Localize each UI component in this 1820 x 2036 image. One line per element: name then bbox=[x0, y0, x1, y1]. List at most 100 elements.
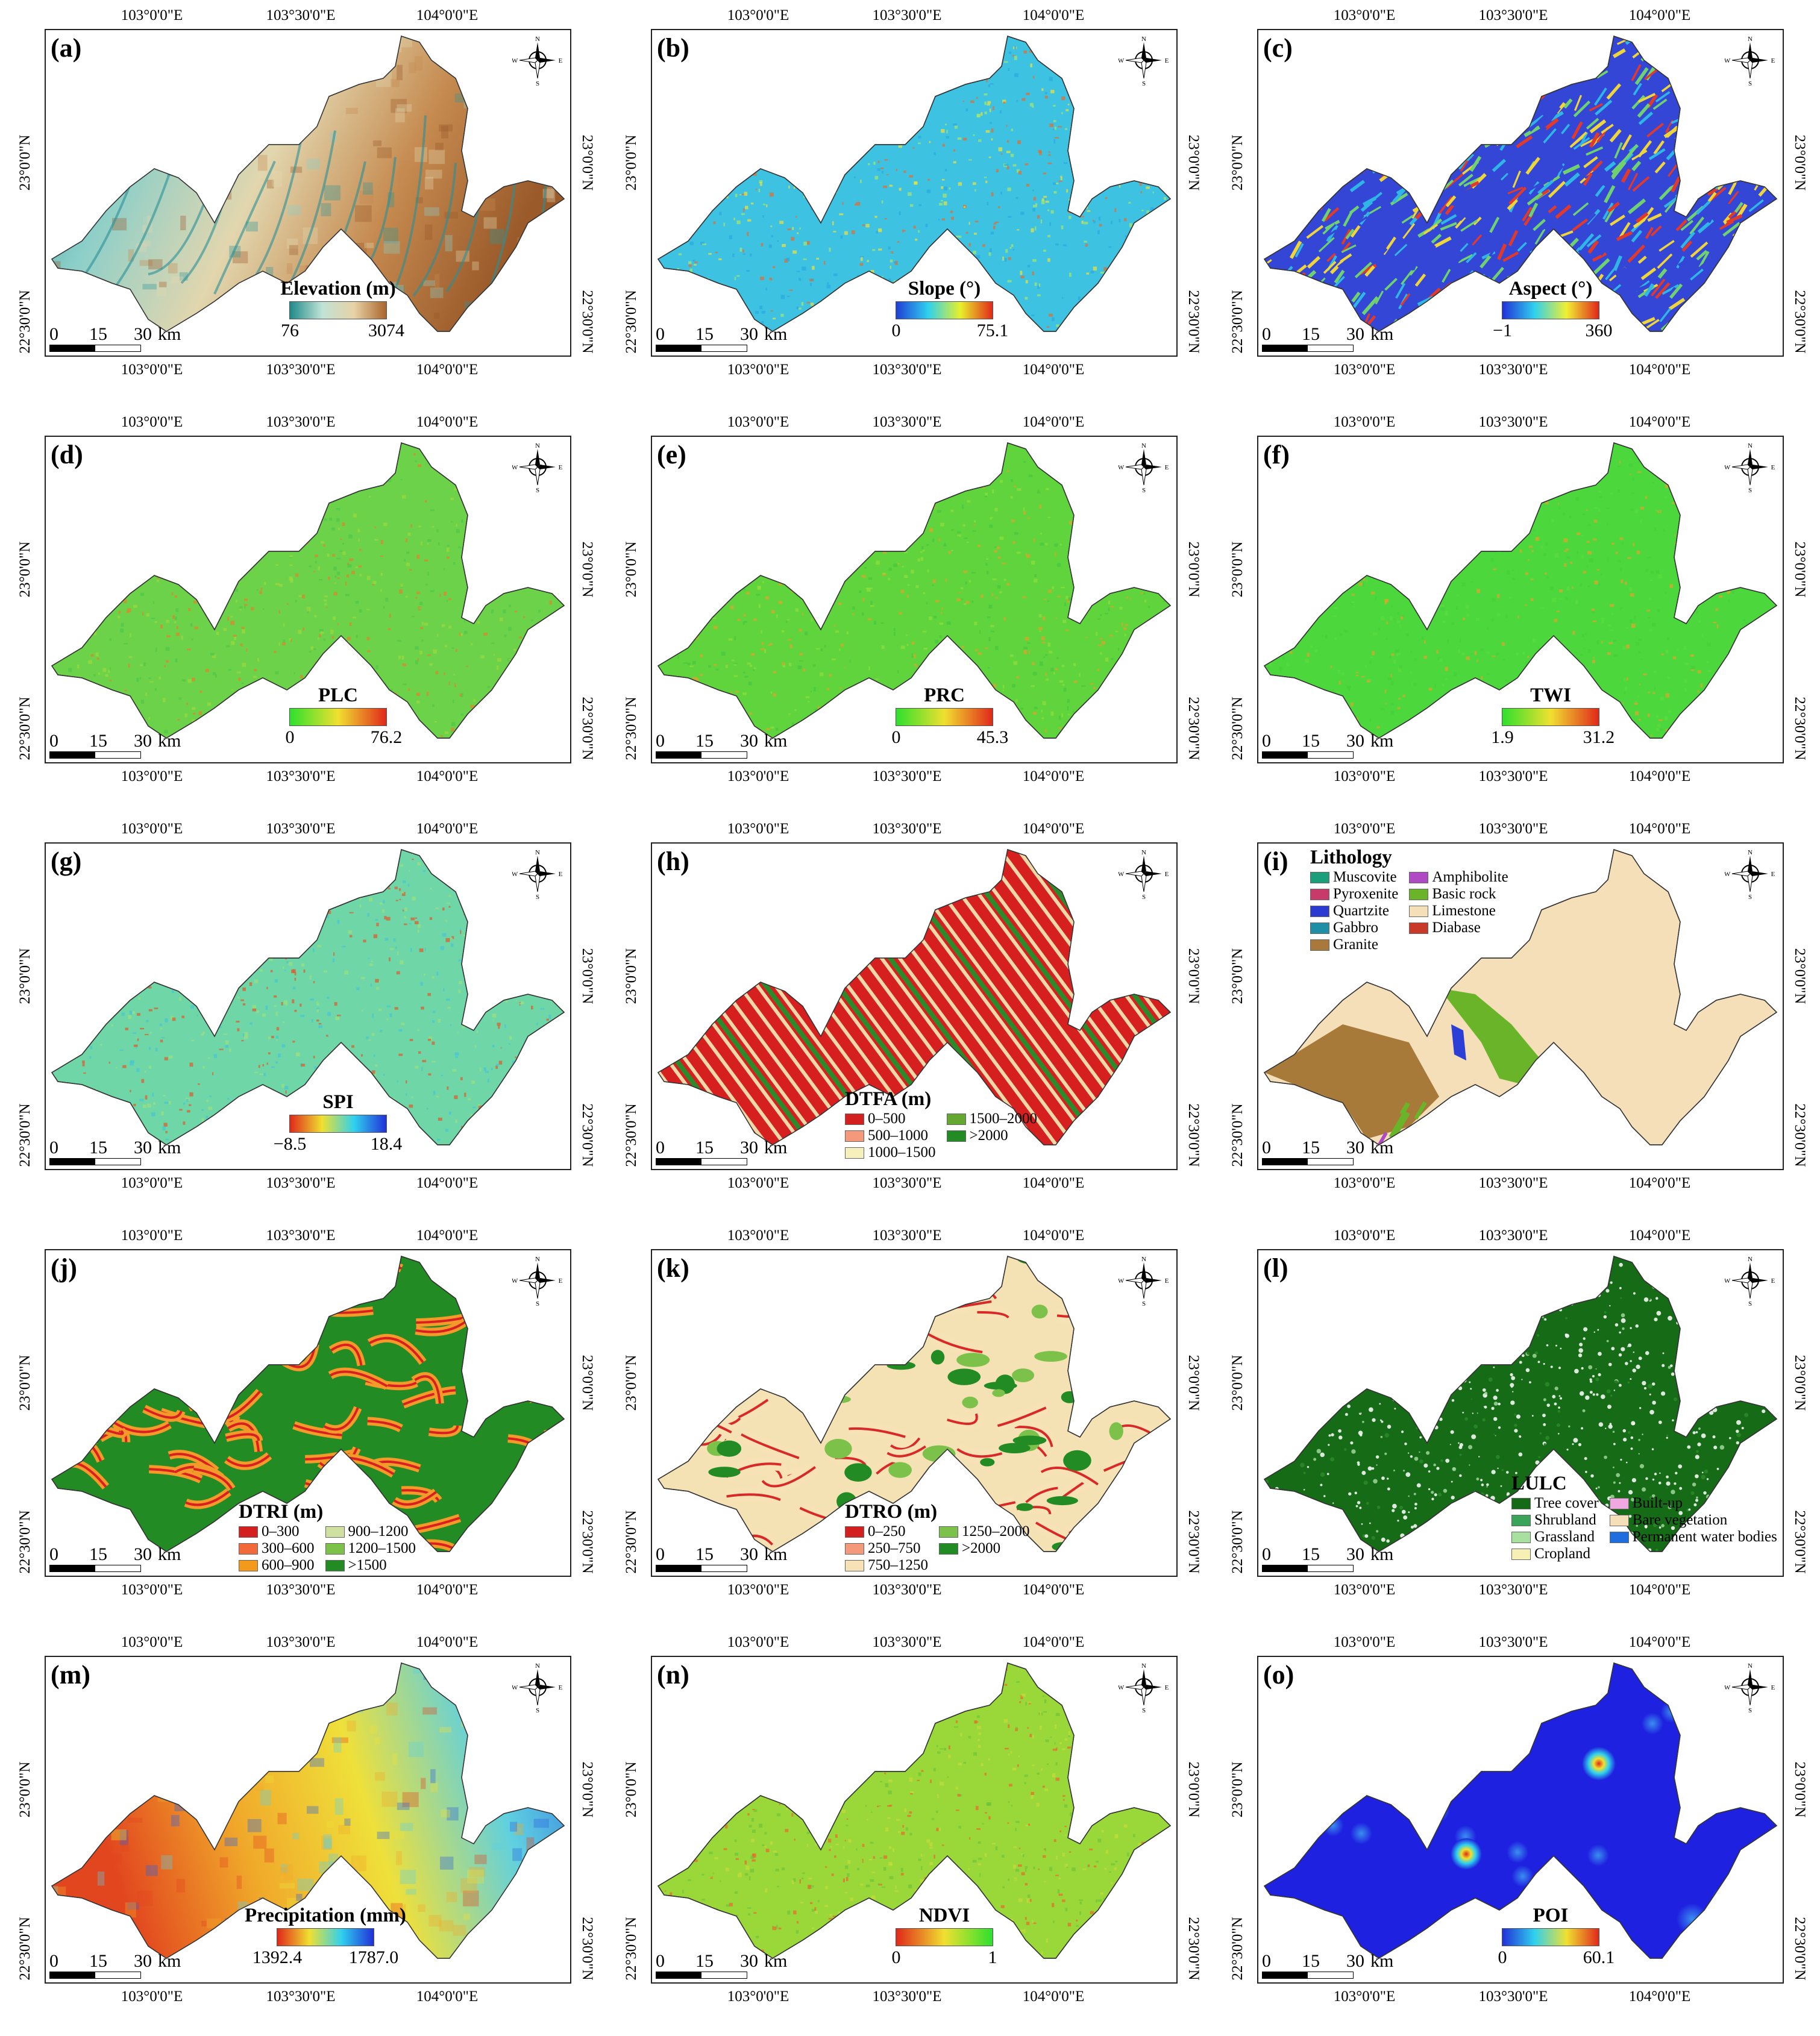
legend-title: Elevation (m) bbox=[263, 277, 413, 300]
legend-swatch bbox=[947, 1114, 966, 1125]
legend-item-label: Diabase bbox=[1432, 919, 1481, 936]
latitude-tick-label-left: 23°0'0"N bbox=[623, 1762, 640, 1818]
scale-bar-tick-label: 15 bbox=[695, 1138, 714, 1158]
scale-bar-unit: km bbox=[158, 324, 181, 345]
legend-swatch bbox=[1409, 906, 1428, 917]
legend-item-label: 750–1250 bbox=[868, 1557, 928, 1574]
legend-title: DTFA (m) bbox=[845, 1088, 1037, 1110]
longitude-tick-label-bottom: 104°0'0"E bbox=[1023, 1988, 1084, 2005]
scale-bar-tick-label: 30 bbox=[740, 324, 758, 345]
longitude-tick-label-bottom: 103°30'0"E bbox=[873, 1582, 942, 1599]
scale-bar-unit: km bbox=[158, 731, 181, 751]
scale-bar-tick-label: 0 bbox=[49, 731, 58, 751]
map-frame: (e)NSWE01530kmPRC045.3 bbox=[651, 436, 1178, 763]
longitude-tick-label-top: 103°30'0"E bbox=[266, 1227, 336, 1244]
legend-title: TWI bbox=[1475, 684, 1626, 707]
panel-label: (m) bbox=[51, 1659, 90, 1690]
compass-w-label: W bbox=[1119, 1684, 1125, 1691]
compass-w-label: W bbox=[1119, 57, 1125, 64]
legend-item-label: Shrubland bbox=[1534, 1512, 1596, 1529]
legend-swatch bbox=[845, 1543, 864, 1555]
compass-w-label: W bbox=[512, 1277, 518, 1285]
longitude-tick-label-top: 103°0'0"E bbox=[727, 1634, 789, 1651]
longitude-tick-label-top: 103°0'0"E bbox=[1334, 414, 1395, 431]
latitude-tick-label-left: 23°0'0"N bbox=[1229, 1762, 1246, 1818]
longitude-tick-label-bottom: 103°0'0"E bbox=[727, 1988, 789, 2005]
latitude-tick-label-right: 23°0'0"N bbox=[1791, 948, 1808, 1004]
compass-s-label: S bbox=[1142, 487, 1146, 492]
legend-item: Bare vegetation bbox=[1610, 1512, 1777, 1529]
scale-bar-tick-label: 30 bbox=[134, 1544, 152, 1565]
compass-s-label: S bbox=[536, 1300, 539, 1306]
longitude-tick-label-bottom: 104°0'0"E bbox=[1629, 1175, 1690, 1192]
legend-swatch bbox=[1511, 1498, 1531, 1509]
legend-item-label: 0–500 bbox=[868, 1110, 906, 1127]
latitude-tick-label-left: 23°0'0"N bbox=[1229, 542, 1246, 598]
legend-item-label: 1200–1500 bbox=[348, 1540, 416, 1557]
longitude-tick-label-top: 103°0'0"E bbox=[121, 1634, 183, 1651]
legend-item: Tree cover bbox=[1511, 1495, 1599, 1512]
legend-item-label: Bare vegetation bbox=[1633, 1512, 1728, 1529]
latitude-tick-label-left: 23°0'0"N bbox=[623, 542, 640, 598]
legend-title: POI bbox=[1475, 1904, 1626, 1927]
latitude-tick-label-left: 23°0'0"N bbox=[1229, 135, 1246, 191]
scale-bar-graphic bbox=[49, 345, 141, 352]
compass-s-label: S bbox=[1748, 894, 1752, 899]
longitude-tick-label-top: 104°0'0"E bbox=[1023, 1227, 1084, 1244]
legend-color-ramp bbox=[1502, 708, 1599, 726]
legend-color-ramp bbox=[289, 708, 387, 726]
longitude-tick-label-bottom: 103°30'0"E bbox=[1479, 362, 1548, 378]
scale-bar-unit: km bbox=[764, 324, 787, 345]
legend-item: 1500–2000 bbox=[947, 1110, 1038, 1127]
legend-max-label: 1 bbox=[988, 1947, 997, 1968]
latitude-tick-label-left: 22°30'0"N bbox=[17, 697, 34, 760]
legend-item-label: 0–250 bbox=[868, 1523, 906, 1540]
map-frame: (b)NSWE01530kmSlope (°)075.1 bbox=[651, 29, 1178, 357]
legend-item: Quartzite bbox=[1310, 903, 1398, 919]
legend-swatch bbox=[1511, 1532, 1531, 1543]
longitude-tick-label-top: 103°30'0"E bbox=[1479, 821, 1548, 838]
longitude-tick-label-top: 103°30'0"E bbox=[266, 7, 336, 24]
legend-item-label: >1500 bbox=[348, 1557, 387, 1574]
legend-color-ramp bbox=[896, 301, 993, 319]
longitude-tick-label-bottom: 103°30'0"E bbox=[1479, 1582, 1548, 1599]
compass-n-label: N bbox=[535, 1662, 540, 1670]
longitude-tick-label-top: 104°0'0"E bbox=[1629, 7, 1690, 24]
compass-w-label: W bbox=[512, 871, 518, 878]
longitude-tick-label-top: 103°0'0"E bbox=[1334, 1634, 1395, 1651]
compass-s-label: S bbox=[1142, 1300, 1146, 1306]
longitude-tick-label-bottom: 104°0'0"E bbox=[1023, 362, 1084, 378]
latitude-tick-label-left: 22°30'0"N bbox=[17, 1103, 34, 1167]
panel-label: (d) bbox=[51, 439, 83, 470]
scale-bar-unit: km bbox=[158, 1951, 181, 1972]
scale-bar-tick-label: 15 bbox=[695, 731, 714, 751]
scale-bar-tick-label: 0 bbox=[1262, 1544, 1271, 1565]
legend-item-label: Gabbro bbox=[1333, 919, 1378, 936]
longitude-tick-label-bottom: 103°0'0"E bbox=[1334, 768, 1395, 785]
compass-n-label: N bbox=[1748, 1662, 1753, 1670]
compass-n-label: N bbox=[535, 442, 540, 449]
compass-s-label: S bbox=[1142, 894, 1146, 899]
legend-swatch bbox=[239, 1560, 258, 1571]
legend-swatch bbox=[947, 1130, 966, 1142]
scale-bar-graphic bbox=[49, 1972, 141, 1979]
legend-swatch bbox=[845, 1147, 864, 1159]
legend-item: 500–1000 bbox=[845, 1127, 936, 1144]
scale-bar-tick-label: 0 bbox=[1262, 731, 1271, 751]
latitude-tick-label-left: 23°0'0"N bbox=[623, 1355, 640, 1411]
scale-bar-tick-label: 30 bbox=[740, 731, 758, 751]
